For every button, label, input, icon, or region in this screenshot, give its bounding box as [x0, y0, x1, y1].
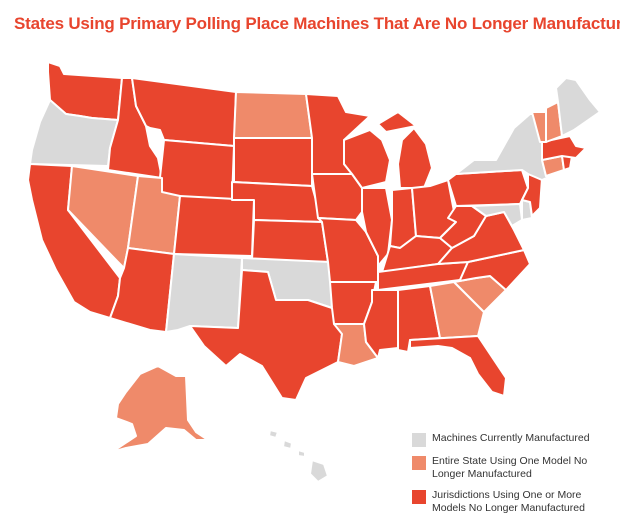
legend-item-entire-state: Entire State Using One Model No Longer M… — [412, 455, 612, 481]
state-NC — [453, 249, 531, 291]
state-SD — [233, 137, 313, 187]
state-IL — [361, 187, 393, 267]
state-WI — [343, 129, 391, 189]
state-MD — [471, 203, 523, 227]
map-legend: Machines Currently Manufactured Entire S… — [412, 432, 612, 523]
state-IA — [311, 173, 363, 221]
legend-label-entire-state: Entire State Using One Model No Longer M… — [432, 455, 588, 480]
state-PA — [447, 169, 529, 207]
state-WY — [157, 139, 235, 201]
legend-swatch-jurisdictions — [412, 490, 426, 504]
state-CO — [173, 195, 255, 257]
state-AK — [111, 365, 209, 453]
state-FL — [409, 335, 507, 397]
state-NJ — [521, 173, 543, 217]
legend-swatch-entire-state — [412, 456, 426, 470]
legend-swatch-manufactured — [412, 433, 426, 447]
state-MI — [377, 111, 433, 189]
state-KS — [251, 219, 329, 263]
state-NM — [165, 253, 243, 333]
legend-label-manufactured: Machines Currently Manufactured — [432, 432, 590, 444]
legend-item-manufactured: Machines Currently Manufactured — [412, 432, 612, 447]
state-ND — [233, 91, 313, 139]
state-MA — [541, 135, 587, 161]
legend-label-jurisdictions: Jurisdictions Using One or More Models N… — [432, 489, 585, 514]
state-ME — [555, 77, 601, 137]
state-TX — [189, 269, 343, 401]
map-title: States Using Primary Polling Place Machi… — [14, 14, 620, 33]
legend-item-jurisdictions: Jurisdictions Using One or More Models N… — [412, 489, 612, 515]
state-HI — [268, 429, 329, 483]
